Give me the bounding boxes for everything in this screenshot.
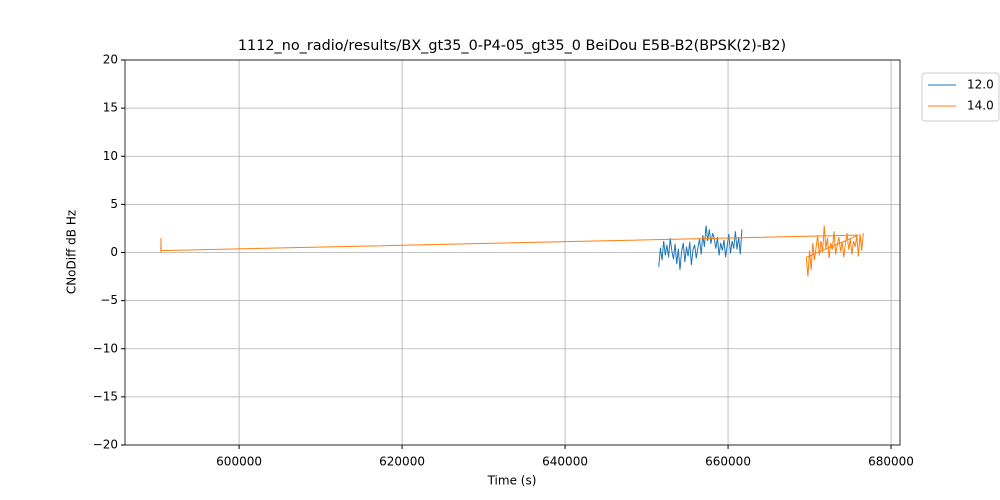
axes-frame	[124, 59, 901, 446]
y-tick-label: −5	[100, 293, 118, 307]
x-tick-label: 680000	[868, 455, 914, 469]
series-line	[658, 225, 743, 270]
y-tick-label: 5	[110, 197, 118, 211]
series-line	[160, 225, 864, 277]
x-tick-label: 620000	[379, 455, 425, 469]
x-tick-label: 660000	[705, 455, 751, 469]
y-axis-label: CNoDiff dB Hz	[65, 210, 79, 294]
y-tick-label: 20	[103, 53, 118, 67]
legend-label: 12.0	[967, 78, 994, 92]
y-tick-label: 15	[103, 101, 118, 115]
legend-label: 14.0	[967, 99, 994, 113]
y-tick-label: −15	[93, 389, 118, 403]
chart-title: 1112_no_radio/results/BX_gt35_0-P4-05_gt…	[238, 38, 786, 54]
y-tick-label: 0	[110, 245, 118, 259]
x-tick-label: 600000	[216, 455, 262, 469]
y-tick-label: 10	[103, 149, 118, 163]
x-axis-label: Time (s)	[487, 474, 537, 488]
x-tick-label: 640000	[542, 455, 588, 469]
y-tick-label: −10	[93, 341, 118, 355]
legend: 12.0 14.0	[921, 72, 1000, 122]
y-tick-label: −20	[93, 438, 118, 452]
